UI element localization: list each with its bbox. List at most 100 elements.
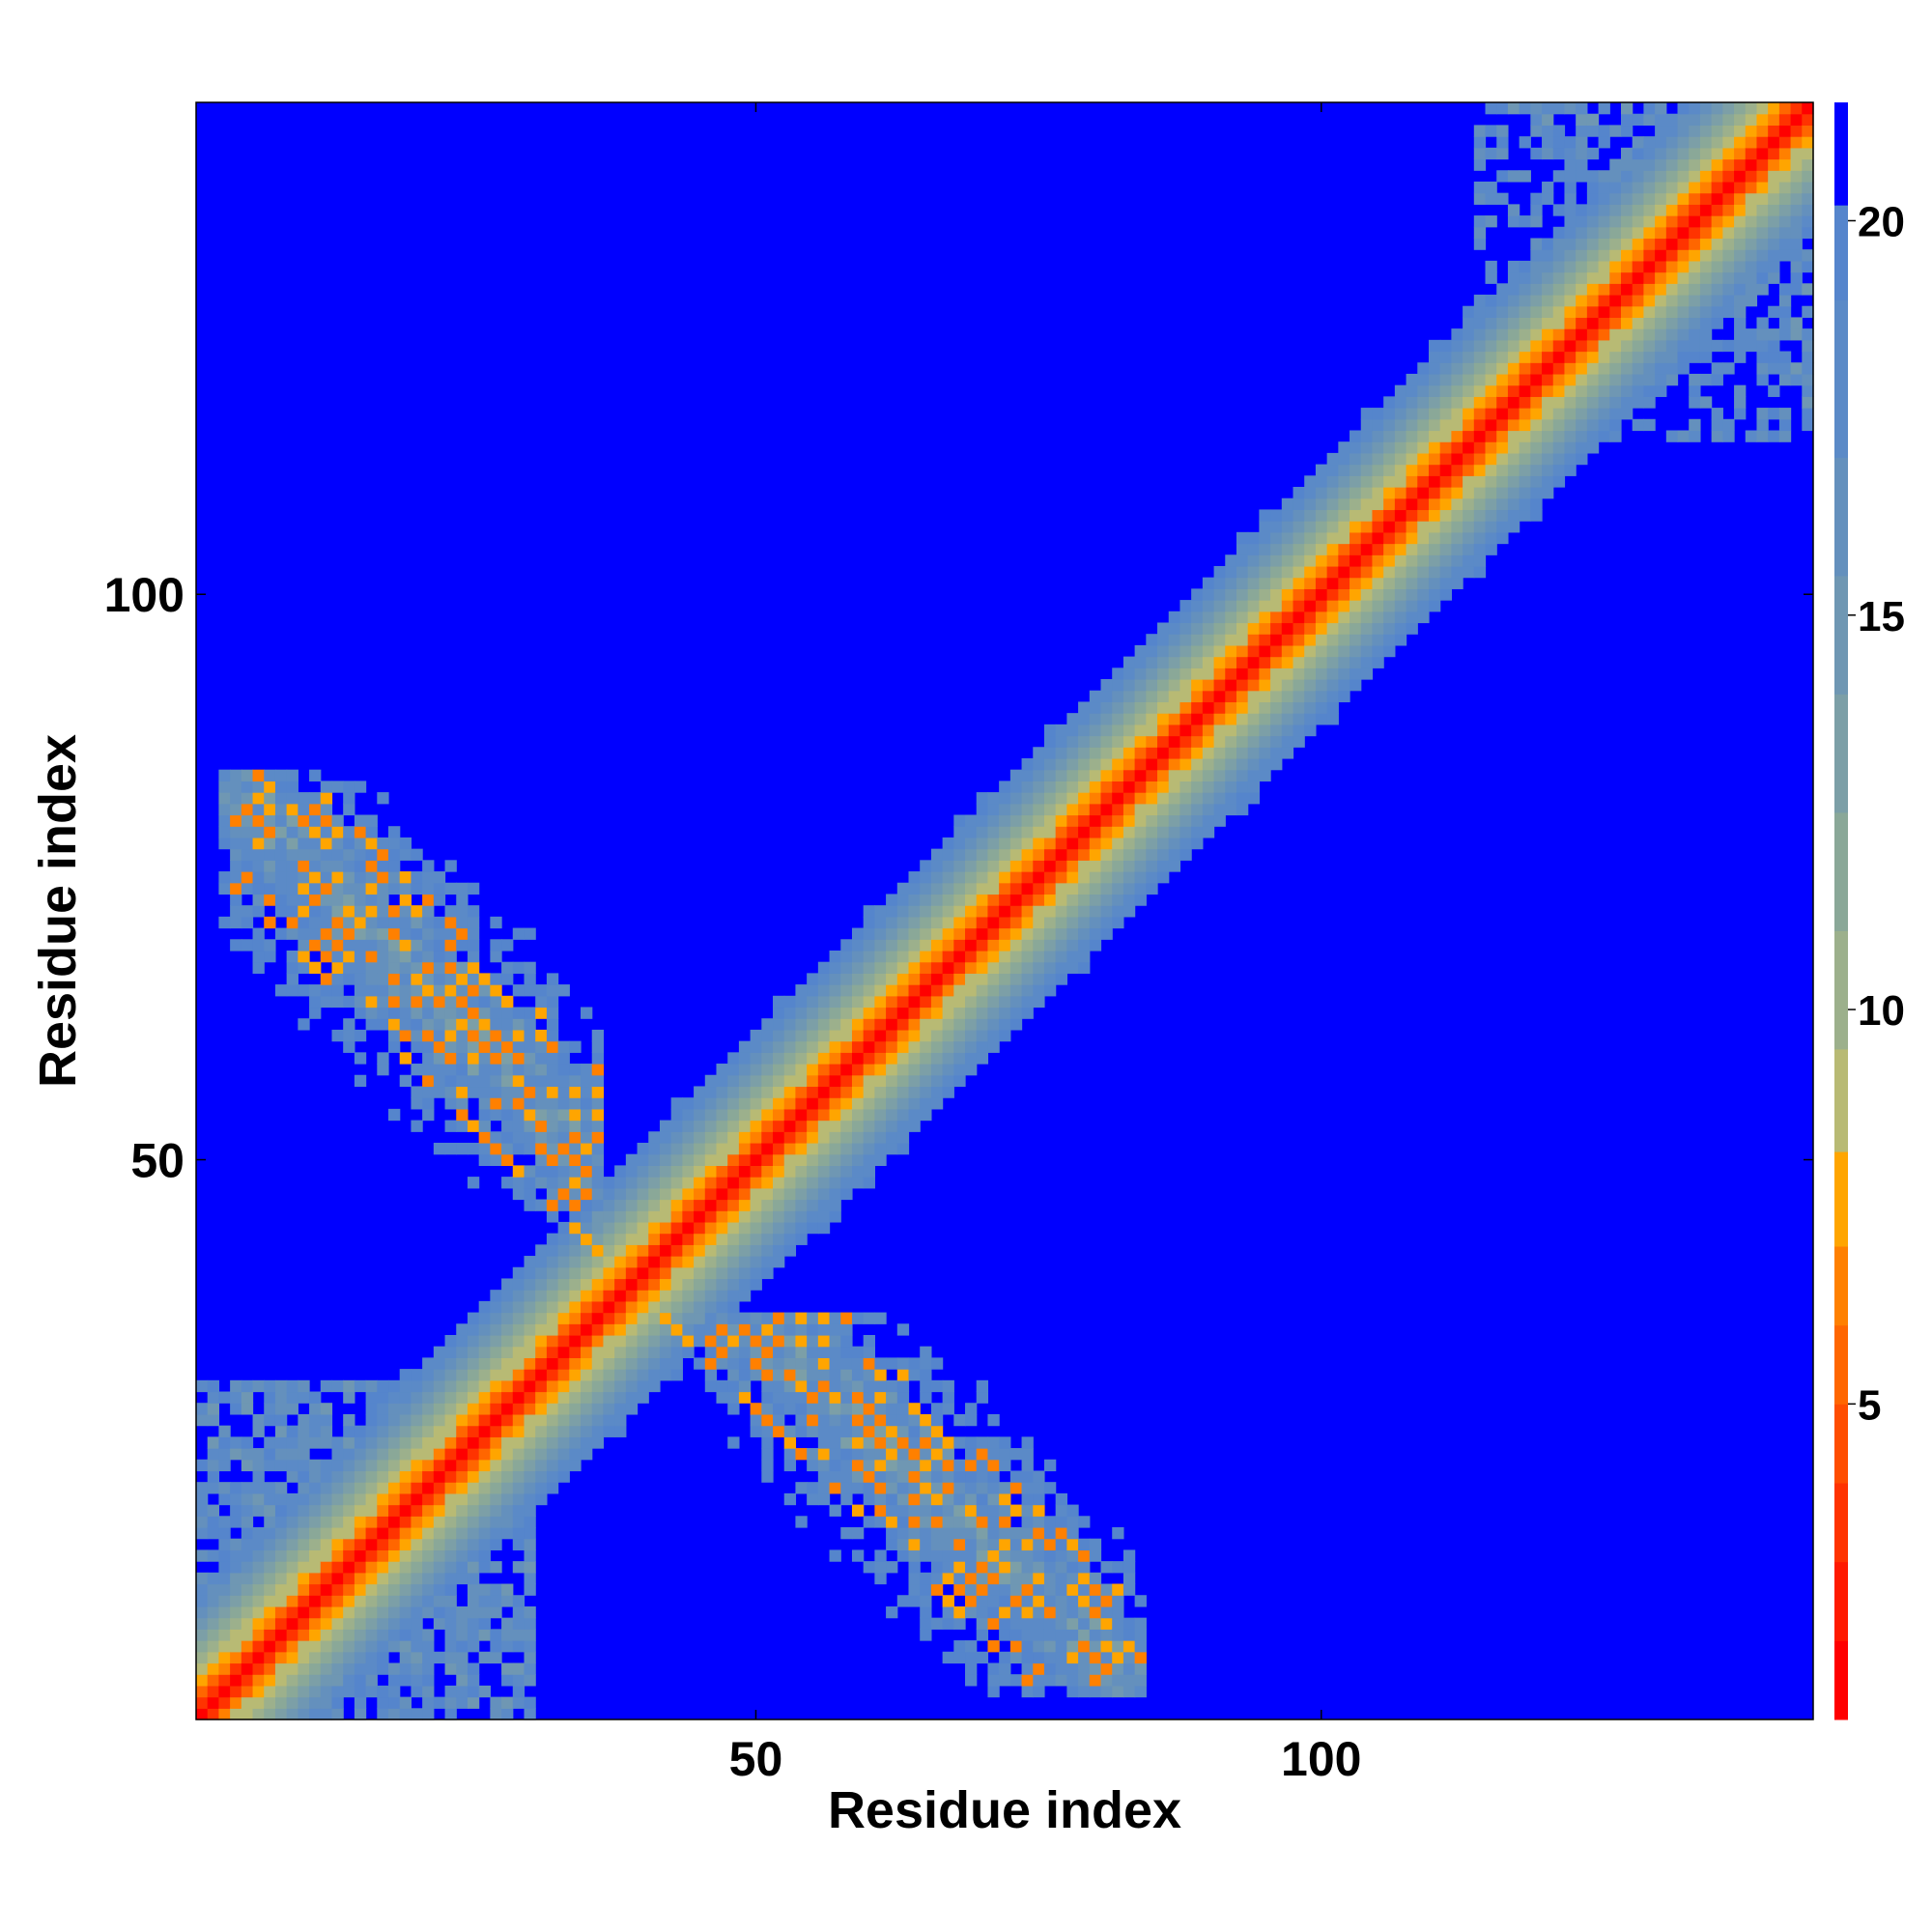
heatmap-cell <box>230 882 242 895</box>
heatmap-cell <box>501 1074 514 1088</box>
heatmap-cell <box>896 1108 910 1122</box>
heatmap-cell <box>1428 497 1441 511</box>
heatmap-cell <box>581 1187 593 1201</box>
heatmap-cell <box>467 1526 480 1540</box>
heatmap-cell <box>581 1086 593 1098</box>
heatmap-cell <box>908 1052 921 1065</box>
heatmap-cell <box>1519 295 1531 307</box>
heatmap-cell <box>1778 170 1792 183</box>
heatmap-cell <box>670 1199 683 1211</box>
heatmap-cell <box>874 1492 887 1506</box>
heatmap-cell <box>1100 757 1113 771</box>
heatmap-cell <box>478 1492 491 1506</box>
heatmap-cell <box>1507 295 1520 307</box>
heatmap-cell <box>230 848 242 861</box>
heatmap-cell <box>490 1108 502 1122</box>
heatmap-cell <box>399 1595 412 1607</box>
heatmap-cell <box>512 1413 526 1427</box>
heatmap-cell <box>1202 611 1215 624</box>
heatmap-cell <box>1655 192 1667 205</box>
heatmap-cell <box>625 1199 639 1211</box>
heatmap-cell <box>1428 577 1441 589</box>
heatmap-cell <box>1586 351 1600 363</box>
heatmap-cell <box>773 1040 785 1053</box>
heatmap-cell <box>388 1538 401 1551</box>
heatmap-cell <box>444 1040 457 1053</box>
heatmap-cell <box>965 1595 978 1607</box>
heatmap-cell <box>535 984 548 997</box>
heatmap-cell <box>1530 271 1543 284</box>
heatmap-cell <box>1655 260 1667 273</box>
heatmap-cell <box>727 1403 740 1415</box>
heatmap-cell <box>1021 1572 1034 1585</box>
heatmap-cell <box>1632 215 1645 228</box>
heatmap-cell <box>817 1177 831 1189</box>
heatmap-cell <box>1598 362 1610 375</box>
heatmap-cell <box>218 916 231 929</box>
heatmap-cell <box>773 1391 785 1404</box>
heatmap-cell <box>670 1300 683 1314</box>
heatmap-cell <box>1236 690 1249 703</box>
heatmap-cell <box>783 1334 797 1348</box>
heatmap-cell <box>648 1177 661 1189</box>
heatmap-cell <box>433 1357 446 1370</box>
heatmap-cell <box>1745 192 1758 205</box>
heatmap-cell <box>320 995 333 1009</box>
heatmap-cell <box>1417 509 1430 522</box>
heatmap-cell <box>965 826 978 838</box>
heatmap-cell <box>1021 995 1034 1009</box>
heatmap-cell <box>1451 373 1463 386</box>
heatmap-cell <box>467 916 480 929</box>
heatmap-cell <box>456 1492 469 1506</box>
heatmap-cell <box>1496 351 1509 363</box>
heatmap-cell <box>1134 1629 1147 1641</box>
heatmap-cell <box>1643 396 1656 409</box>
heatmap-cell <box>1100 769 1113 781</box>
heatmap-cell <box>682 1199 695 1211</box>
heatmap-cell <box>1768 430 1780 442</box>
heatmap-cell <box>1439 554 1452 567</box>
heatmap-cell <box>1293 713 1305 725</box>
heatmap-cell <box>1507 102 1520 115</box>
heatmap-cell <box>999 916 1011 929</box>
heatmap-cell <box>1790 317 1803 329</box>
heatmap-cell <box>1689 351 1701 363</box>
heatmap-cell <box>320 973 333 985</box>
heatmap-cell <box>230 860 242 872</box>
heatmap-cell <box>783 1131 797 1144</box>
heatmap-cell <box>1066 781 1079 793</box>
heatmap-cell <box>896 894 910 906</box>
heatmap-cell <box>1202 814 1215 827</box>
heatmap-cell <box>637 1210 649 1223</box>
heatmap-cell <box>1270 701 1283 714</box>
heatmap-cell <box>1055 916 1067 929</box>
heatmap-cell <box>953 961 966 974</box>
heatmap-cell <box>896 1007 910 1019</box>
heatmap-cell <box>807 1108 819 1122</box>
heatmap-cell <box>196 1583 209 1596</box>
heatmap-cell <box>388 1605 401 1619</box>
heatmap-cell <box>1699 136 1713 149</box>
heatmap-cell <box>965 1605 978 1619</box>
heatmap-cell <box>196 1696 209 1709</box>
heatmap-cell <box>298 1391 310 1404</box>
heatmap-cell <box>727 1097 740 1110</box>
heatmap-cell <box>908 1108 921 1122</box>
heatmap-cell <box>1055 905 1067 918</box>
heatmap-cell <box>456 1674 469 1687</box>
heatmap-cell <box>908 1413 921 1427</box>
heatmap-cell <box>1350 679 1362 692</box>
heatmap-cell <box>1326 531 1339 545</box>
heatmap-cell <box>750 1052 762 1065</box>
heatmap-cell <box>1191 668 1204 680</box>
heatmap-cell <box>456 1018 469 1031</box>
heatmap-cell <box>1394 452 1407 466</box>
heatmap-cell <box>965 927 978 940</box>
heatmap-cell <box>331 1379 344 1393</box>
heatmap-cell <box>896 1425 910 1437</box>
heatmap-cell <box>252 1379 265 1393</box>
heatmap-cell <box>1247 735 1260 748</box>
heatmap-cell <box>309 1651 322 1664</box>
heatmap-cell <box>557 1165 570 1178</box>
heatmap-cell <box>444 1685 457 1698</box>
